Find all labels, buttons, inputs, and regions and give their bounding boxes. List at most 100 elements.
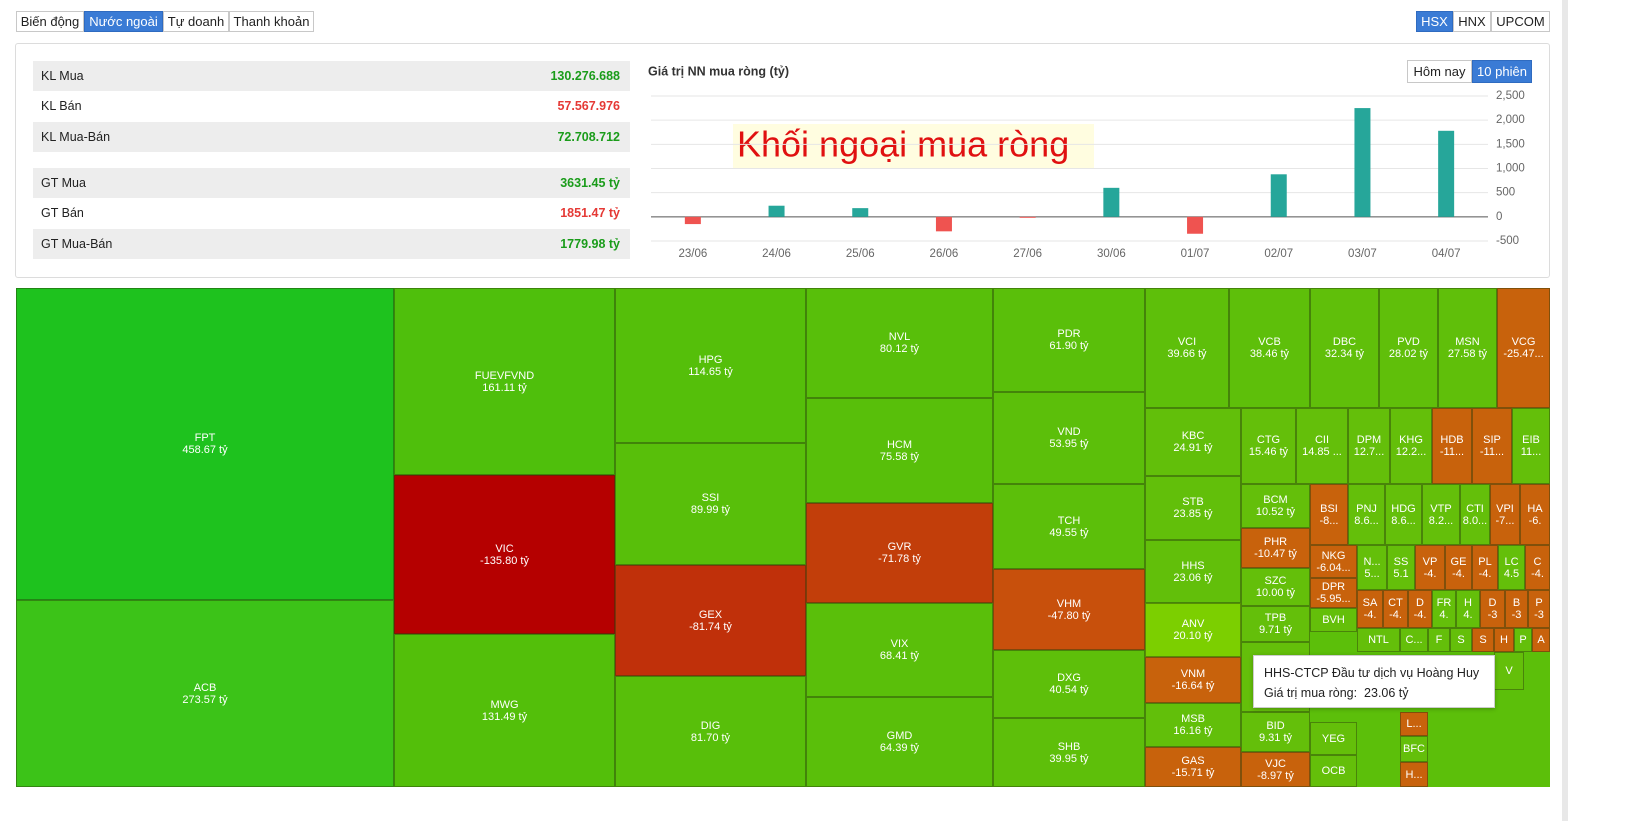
treemap-tile[interactable]: S xyxy=(1472,628,1494,652)
treemap-tile[interactable]: EIB 11... xyxy=(1512,408,1550,484)
treemap-tile[interactable]: FPT 458.67 tỷ xyxy=(16,288,394,600)
treemap-tile[interactable]: GMD 64.39 tỷ xyxy=(806,697,993,787)
treemap-tile[interactable]: DBC 32.34 tỷ xyxy=(1310,288,1379,408)
range-button[interactable]: Hôm nay xyxy=(1407,60,1472,83)
treemap-tile[interactable]: PL -4. xyxy=(1472,545,1498,590)
treemap-tile[interactable]: C... xyxy=(1400,628,1428,652)
treemap-tile[interactable]: YEG xyxy=(1310,722,1357,755)
treemap-tile[interactable]: VNM -16.64 tỷ xyxy=(1145,657,1241,703)
treemap-tile[interactable]: MSB 16.16 tỷ xyxy=(1145,703,1241,747)
treemap-tile[interactable]: SS 5.1 xyxy=(1387,545,1415,590)
treemap-tile[interactable]: CTI 8.0... xyxy=(1460,484,1490,545)
treemap-tile[interactable]: BID 9.31 tỷ xyxy=(1241,712,1310,752)
treemap-tile[interactable]: DPR -5.95... xyxy=(1310,578,1357,608)
treemap-tile[interactable]: SIP -11... xyxy=(1472,408,1512,484)
treemap-tile[interactable]: PDR 61.90 tỷ xyxy=(993,288,1145,392)
treemap-tile[interactable]: TPB 9.71 tỷ xyxy=(1241,606,1310,642)
treemap-tile[interactable]: PNJ 8.6... xyxy=(1348,484,1385,545)
tab[interactable]: Tự doanh xyxy=(163,11,229,32)
tile-label: VTP xyxy=(1430,502,1452,515)
treemap-tile[interactable]: HPG 114.65 tỷ xyxy=(615,288,806,443)
treemap-tile[interactable]: GAS -15.71 tỷ xyxy=(1145,747,1241,787)
treemap-tile[interactable]: BFC xyxy=(1400,736,1428,762)
treemap-tile[interactable]: NTL xyxy=(1357,628,1400,652)
treemap-tile[interactable]: CTG 15.46 tỷ xyxy=(1241,408,1296,484)
treemap-tile[interactable]: SSI 89.99 tỷ xyxy=(615,443,806,565)
treemap-tile[interactable]: PHR -10.47 tỷ xyxy=(1241,528,1310,568)
treemap-tile[interactable]: MWG 131.49 tỷ xyxy=(394,634,615,787)
treemap-tile[interactable]: VPI -7... xyxy=(1490,484,1520,545)
tab[interactable]: Nước ngoài xyxy=(84,11,163,32)
treemap-tile[interactable]: F xyxy=(1428,628,1450,652)
treemap-tile[interactable]: DPM 12.7... xyxy=(1348,408,1390,484)
treemap-tile[interactable]: VJC -8.97 tỷ xyxy=(1241,752,1310,787)
treemap-tile[interactable]: NVL 80.12 tỷ xyxy=(806,288,993,398)
treemap-tile[interactable]: H xyxy=(1494,628,1514,652)
treemap-tile[interactable]: SZC 10.00 tỷ xyxy=(1241,568,1310,606)
treemap-tile[interactable]: GVR -71.78 tỷ xyxy=(806,503,993,603)
exchange-button[interactable]: UPCOM xyxy=(1491,11,1550,32)
treemap-tile[interactable]: ANV 20.10 tỷ xyxy=(1145,603,1241,657)
treemap-tile[interactable]: BVH xyxy=(1310,608,1357,632)
treemap-tile[interactable]: FUEVFVND 161.11 tỷ xyxy=(394,288,615,475)
treemap-tile[interactable]: HA -6. xyxy=(1520,484,1550,545)
treemap-tile[interactable]: FR 4. xyxy=(1432,590,1456,628)
treemap-tile[interactable]: BCM 10.52 tỷ xyxy=(1241,484,1310,528)
treemap-tile[interactable]: N... 5... xyxy=(1357,545,1387,590)
treemap-tile[interactable]: SA -4. xyxy=(1357,590,1383,628)
exchange-button[interactable]: HSX xyxy=(1416,11,1453,32)
treemap-tile[interactable]: DIG 81.70 tỷ xyxy=(615,676,806,787)
tab[interactable]: Thanh khoản xyxy=(229,11,314,32)
treemap-tile[interactable]: VP -4. xyxy=(1415,545,1445,590)
treemap-tile[interactable]: VHM -47.80 tỷ xyxy=(993,569,1145,650)
tab[interactable]: Biến động xyxy=(16,11,84,32)
treemap-tile[interactable]: TCH 49.55 tỷ xyxy=(993,484,1145,569)
treemap-tile[interactable]: CT -4. xyxy=(1383,590,1408,628)
treemap-tile[interactable]: D -3 xyxy=(1480,590,1505,628)
treemap-tile[interactable]: SHB 39.95 tỷ xyxy=(993,718,1145,787)
treemap-tile[interactable]: H... xyxy=(1400,762,1428,787)
treemap-tile[interactable]: KHG 12.2... xyxy=(1390,408,1432,484)
range-button[interactable]: 10 phiên xyxy=(1472,60,1532,83)
treemap-tile[interactable]: GE -4. xyxy=(1445,545,1472,590)
treemap-tile[interactable]: OCB xyxy=(1310,755,1357,787)
treemap-tile[interactable]: HDB -11... xyxy=(1432,408,1472,484)
treemap-tile[interactable]: HDG 8.6... xyxy=(1385,484,1422,545)
exchange-button[interactable]: HNX xyxy=(1453,11,1491,32)
treemap-tile[interactable]: DXG 40.54 tỷ xyxy=(993,650,1145,718)
treemap-tile[interactable]: VIX 68.41 tỷ xyxy=(806,603,993,697)
stats-row: KL Mua-Bán 72.708.712 xyxy=(33,122,630,152)
treemap-tile[interactable]: HHS 23.06 tỷ xyxy=(1145,540,1241,603)
treemap-tile[interactable]: P xyxy=(1514,628,1532,652)
tile-value: 89.99 tỷ xyxy=(690,504,731,516)
treemap-tile[interactable]: MSN 27.58 tỷ xyxy=(1438,288,1497,408)
treemap-tile[interactable]: BSI -8... xyxy=(1310,484,1348,545)
treemap-tile[interactable]: VCB 38.46 tỷ xyxy=(1229,288,1310,408)
tile-label: F xyxy=(1435,634,1443,646)
treemap-tile[interactable]: VTP 8.2... xyxy=(1422,484,1460,545)
tile-label: VCG xyxy=(1511,336,1536,348)
treemap-tile[interactable]: VND 53.95 tỷ xyxy=(993,392,1145,484)
treemap-tile[interactable]: V xyxy=(1494,652,1524,690)
treemap-tile[interactable]: A xyxy=(1532,628,1550,652)
treemap-tile[interactable]: P -3 xyxy=(1528,590,1550,628)
treemap-tile[interactable]: S xyxy=(1450,628,1472,652)
treemap-tile[interactable]: PVD 28.02 tỷ xyxy=(1379,288,1438,408)
treemap-tile[interactable]: CII 14.85 ... xyxy=(1296,408,1348,484)
treemap-tile[interactable]: L... xyxy=(1400,712,1428,736)
treemap-tile[interactable]: STB 23.85 tỷ xyxy=(1145,476,1241,540)
treemap-tile[interactable]: B -3 xyxy=(1505,590,1528,628)
treemap-tile[interactable]: C -4. xyxy=(1525,545,1550,590)
treemap-tile[interactable]: KBC 24.91 tỷ xyxy=(1145,408,1241,476)
treemap-tile[interactable]: NKG -6.04... xyxy=(1310,545,1357,578)
treemap-tile[interactable]: D -4. xyxy=(1408,590,1432,628)
treemap-tile[interactable]: HCM 75.58 tỷ xyxy=(806,398,993,503)
treemap-tile[interactable]: VIC -135.80 tỷ xyxy=(394,475,615,634)
treemap-tile[interactable]: VCI 39.66 tỷ xyxy=(1145,288,1229,408)
treemap-tile[interactable]: ACB 273.57 tỷ xyxy=(16,600,394,787)
treemap-tile[interactable]: GEX -81.74 tỷ xyxy=(615,565,806,676)
treemap-tile[interactable]: LC 4.5 xyxy=(1498,545,1525,590)
treemap-tile[interactable]: H 4. xyxy=(1456,590,1480,628)
treemap-tile[interactable]: VCG -25.47... xyxy=(1497,288,1550,408)
stats-row: GT Bán 1851.47 tỷ xyxy=(33,198,630,228)
